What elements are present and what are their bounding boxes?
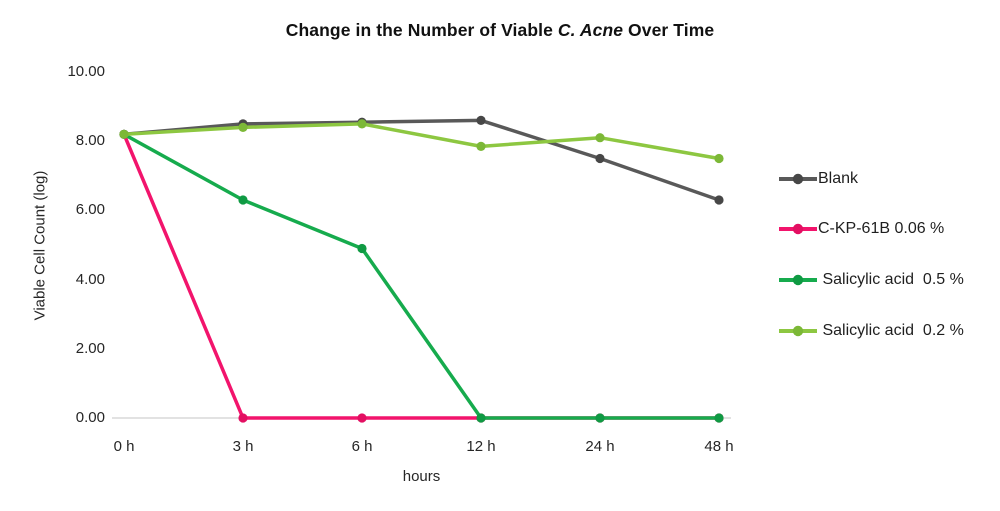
legend-item-3: Salicylic acid 0.2 % xyxy=(778,320,964,342)
y-tick-label: 8.00 xyxy=(75,132,105,150)
data-point xyxy=(357,413,367,423)
legend-label: C-KP-61B 0.06 % xyxy=(818,220,945,237)
series-line-1 xyxy=(122,132,721,420)
legend-swatch-icon xyxy=(779,223,817,235)
x-axis-title: hours xyxy=(402,468,441,485)
data-point xyxy=(238,413,248,423)
y-tick-label: 6.00 xyxy=(75,201,105,219)
x-tick-label: 0 h xyxy=(113,438,135,455)
data-point xyxy=(238,122,248,132)
data-point xyxy=(714,195,724,205)
y-tick-label: 4.00 xyxy=(75,270,105,288)
x-tick-label: 6 h xyxy=(351,438,373,455)
chart-title: Change in the Number of Viable C. Acne O… xyxy=(0,20,1000,41)
legend-swatch-icon xyxy=(779,173,817,185)
x-tick-label: 12 h xyxy=(466,438,496,455)
legend-item-1: C-KP-61B 0.06 % xyxy=(778,218,944,240)
data-point xyxy=(595,133,605,143)
data-point xyxy=(357,243,367,254)
legend-swatch-icon xyxy=(779,274,817,286)
legend-label: Blank xyxy=(818,170,859,187)
y-tick-label: 2.00 xyxy=(75,339,105,357)
series-line-0 xyxy=(122,118,721,202)
data-point xyxy=(595,153,605,164)
data-point xyxy=(357,119,367,129)
legend-label: Salicylic acid 0.5 % xyxy=(818,271,964,288)
data-point xyxy=(714,413,724,423)
chart-title-prefix: Change in the Number of Viable xyxy=(285,20,558,40)
data-point xyxy=(476,141,486,151)
chart-title-italic: C. Acne xyxy=(557,20,624,40)
x-tick-label: 48 h xyxy=(704,438,734,455)
data-point xyxy=(595,413,605,423)
chart-title-suffix: Over Time xyxy=(623,20,715,40)
data-point xyxy=(119,129,129,139)
y-tick-label: 0.00 xyxy=(75,409,105,426)
x-tick-label: 24 h xyxy=(585,438,615,455)
legend-label: Salicylic acid 0.2 % xyxy=(818,322,964,339)
legend-item-0: Blank xyxy=(778,168,858,190)
series-line-2 xyxy=(122,132,721,420)
x-tick-label: 3 h xyxy=(232,438,254,455)
data-point xyxy=(476,413,486,423)
data-point xyxy=(476,115,486,125)
data-point xyxy=(238,195,248,205)
data-point xyxy=(714,153,724,164)
series-line-3 xyxy=(122,122,721,161)
legend-item-2: Salicylic acid 0.5 % xyxy=(778,269,964,291)
legend-swatch-icon xyxy=(779,325,817,337)
y-tick-label: 10.00 xyxy=(67,63,105,80)
